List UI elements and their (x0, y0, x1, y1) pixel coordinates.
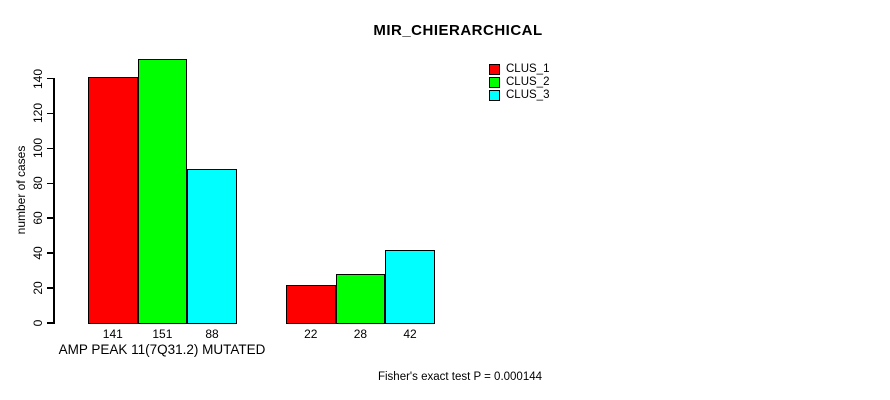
legend-label: CLUS_2 (506, 76, 550, 88)
y-tick-mark (47, 182, 54, 185)
y-tick-label: 140 (31, 68, 45, 89)
bar-value-label: 22 (304, 327, 318, 341)
bar-value-label: 151 (152, 327, 173, 341)
legend-label: CLUS_1 (506, 63, 550, 75)
y-tick-mark (47, 77, 54, 80)
bar-value-label: 28 (353, 327, 368, 341)
chart-title: MIR_CHIERARCHICAL (373, 22, 543, 39)
y-tick-label: 120 (31, 103, 45, 124)
x-group-label: AMP PEAK 11(7Q31.2) MUTATED (58, 342, 266, 357)
legend-swatch-icon (489, 64, 500, 75)
legend-swatch-icon (489, 77, 500, 88)
y-tick-label: 100 (31, 138, 45, 159)
y-tick-mark (47, 252, 54, 254)
bar-clus_1-group2 (286, 284, 336, 325)
y-tick-label: 20 (31, 281, 45, 295)
y-tick-mark (47, 287, 54, 289)
fisher-test-annotation: Fisher's exact test P = 0.000144 (377, 371, 543, 383)
bar-value-label: 141 (102, 327, 123, 341)
bar-value-label: 88 (205, 327, 219, 341)
y-tick-label: 80 (31, 176, 45, 190)
bar-clus_1-group1 (88, 76, 138, 325)
bar-value-label: 42 (403, 327, 417, 341)
y-tick-mark (47, 322, 54, 324)
y-axis-line (53, 78, 55, 324)
y-tick-label: 0 (31, 319, 45, 327)
legend-label: CLUS_3 (506, 89, 550, 101)
y-tick-mark (47, 217, 54, 219)
legend-swatch-icon (489, 90, 500, 101)
y-tick-label: 40 (31, 246, 45, 260)
bar-clus_2-group1 (137, 59, 188, 325)
y-tick-mark (47, 112, 54, 115)
bar-clus_2-group2 (335, 274, 386, 325)
y-tick-mark (47, 147, 54, 150)
bar-clus_3-group2 (385, 249, 435, 325)
y-axis-label: number of cases (14, 145, 28, 235)
y-tick-label: 60 (31, 211, 45, 225)
bar-clus_3-group1 (187, 169, 237, 325)
